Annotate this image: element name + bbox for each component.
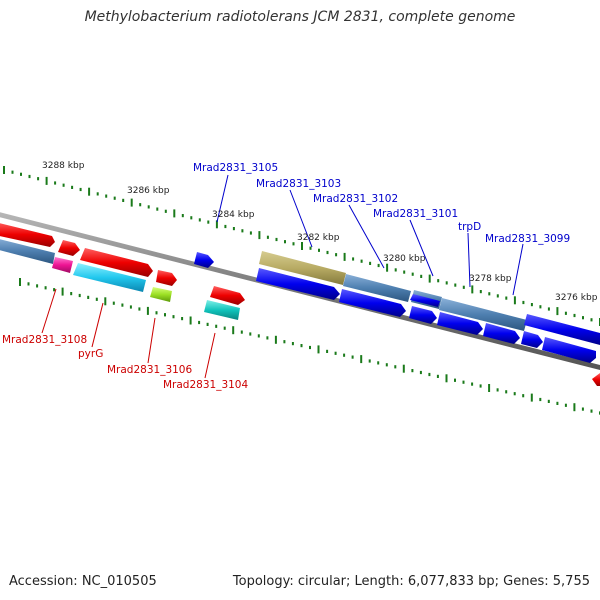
gene-arrow xyxy=(80,248,153,277)
ruler-label: 3288 kbp xyxy=(42,161,85,171)
gene-block xyxy=(73,263,146,292)
gene-arrow xyxy=(542,337,596,363)
gene-block xyxy=(343,274,411,302)
accession-label: Accession: NC_010505 xyxy=(9,574,157,589)
gene-arrow xyxy=(521,331,543,348)
gene-label-mrad2831-3101: Mrad2831_3101 xyxy=(373,208,458,220)
gene-arrow xyxy=(410,294,440,307)
gene-arrow xyxy=(483,323,520,344)
ruler-label: 3286 kbp xyxy=(127,186,170,196)
forward-strand-genes xyxy=(0,223,245,305)
gene-block xyxy=(0,239,55,264)
gene-block xyxy=(259,251,346,285)
genome-summary: Topology: circular; Length: 6,077,833 bp… xyxy=(232,574,590,589)
gene-arrow xyxy=(592,373,600,386)
gene-label-mrad2831-3105: Mrad2831_3105 xyxy=(193,162,278,174)
ruler-labels: 3288 kbp 3286 kbp 3284 kbp 3282 kbp 3280… xyxy=(42,161,598,303)
gene-arrow xyxy=(194,252,214,268)
gene-label-mrad2831-3104: Mrad2831_3104 xyxy=(163,379,248,391)
gene-arrow xyxy=(0,223,55,247)
map-title: Methylobacterium radiotolerans JCM 2831,… xyxy=(84,9,516,25)
gene-arrow xyxy=(409,306,437,324)
ruler-label: 3278 kbp xyxy=(469,274,512,284)
middle-band-genes xyxy=(0,239,527,331)
gene-arrow xyxy=(58,240,80,256)
ruler-label: 3282 kbp xyxy=(297,233,340,243)
gene-label-pyrg: pyrG xyxy=(78,348,103,360)
lower-gene-labels: Mrad2831_3108 pyrG Mrad2831_3106 Mrad283… xyxy=(2,334,248,391)
gene-block xyxy=(52,257,73,273)
gene-arrow xyxy=(339,289,406,317)
gene-arrow xyxy=(524,314,600,345)
gene-block xyxy=(439,298,527,331)
gene-label-trpd: trpD xyxy=(458,221,481,233)
outer-ruler xyxy=(3,166,600,326)
lower-leader-lines xyxy=(41,288,216,379)
gene-label-mrad2831-3099: Mrad2831_3099 xyxy=(485,233,570,245)
gene-arrow xyxy=(210,286,245,305)
gene-label-mrad2831-3106: Mrad2831_3106 xyxy=(107,364,192,376)
inner-ruler xyxy=(19,278,600,415)
gene-arrow xyxy=(156,270,177,286)
upper-leader-lines xyxy=(216,174,524,296)
gene-label-mrad2831-3103: Mrad2831_3103 xyxy=(256,178,341,190)
ruler-label: 3284 kbp xyxy=(212,210,255,220)
gene-block xyxy=(150,287,172,302)
gene-label-mrad2831-3108: Mrad2831_3108 xyxy=(2,334,87,346)
upper-gene-labels: Mrad2831_3105 Mrad2831_3103 Mrad2831_310… xyxy=(193,162,570,245)
gene-block xyxy=(204,300,240,320)
gene-label-mrad2831-3102: Mrad2831_3102 xyxy=(313,193,398,205)
ruler-label: 3276 kbp xyxy=(555,293,598,303)
ruler-label: 3280 kbp xyxy=(383,254,426,264)
gene-arrow xyxy=(256,268,340,300)
gene-arrow xyxy=(437,312,483,335)
blue-gene-row xyxy=(256,268,600,386)
